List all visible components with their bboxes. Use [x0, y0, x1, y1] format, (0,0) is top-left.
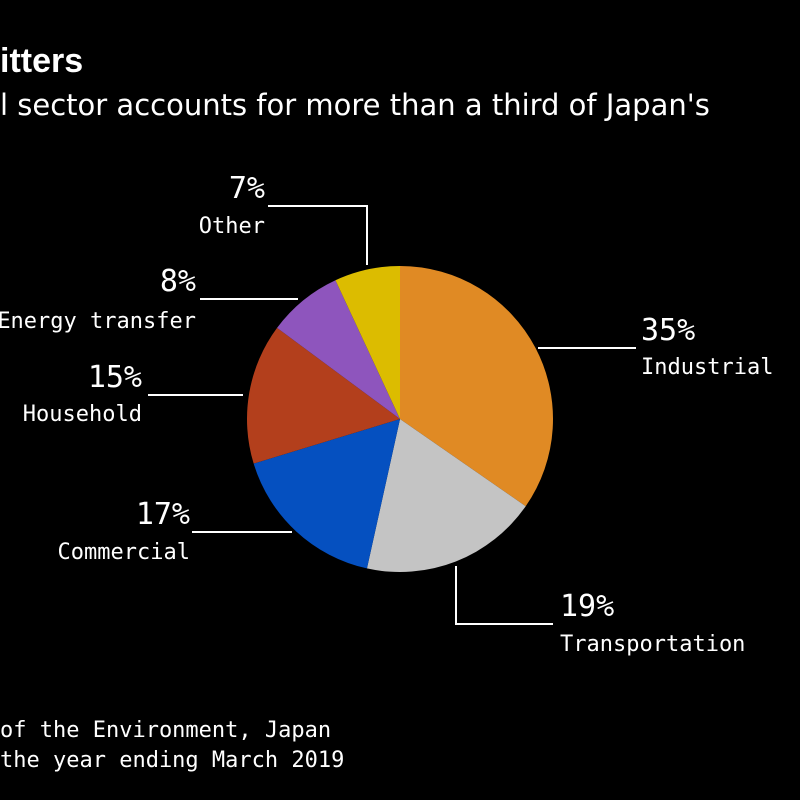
slice-category-label: Transportation [560, 632, 745, 657]
slice-value-label: 19% [560, 589, 614, 624]
slice-category-label: Commercial [58, 540, 190, 565]
pie-slice-commercial [253, 419, 400, 569]
pie-slice-industrial [400, 266, 553, 507]
slice-value-label: 17% [136, 497, 190, 532]
chart-subtitle: l sector accounts for more than a third … [0, 88, 710, 122]
slice-value-label: 15% [88, 360, 142, 395]
slice-value-label: 35% [641, 313, 695, 348]
chart-title: itters [0, 42, 84, 80]
pie-slice-transportation [366, 419, 526, 573]
pie-slice-other [335, 266, 400, 419]
slice-value-label: 8% [160, 264, 196, 299]
slice-value-label: 7% [229, 171, 265, 206]
slice-category-label: Energy transfer [0, 309, 196, 334]
slice-category-label: Other [199, 214, 265, 239]
leader-line-other [268, 205, 368, 265]
pie-slice-energy-transfer [277, 280, 400, 419]
slice-category-label: Industrial [641, 355, 773, 380]
leader-line-transportation [455, 566, 553, 625]
source-note: of the Environment, Japan [0, 718, 332, 743]
pie-slice-household [246, 327, 400, 464]
slice-category-label: Household [23, 402, 142, 427]
period-note: the year ending March 2019 [0, 748, 345, 773]
